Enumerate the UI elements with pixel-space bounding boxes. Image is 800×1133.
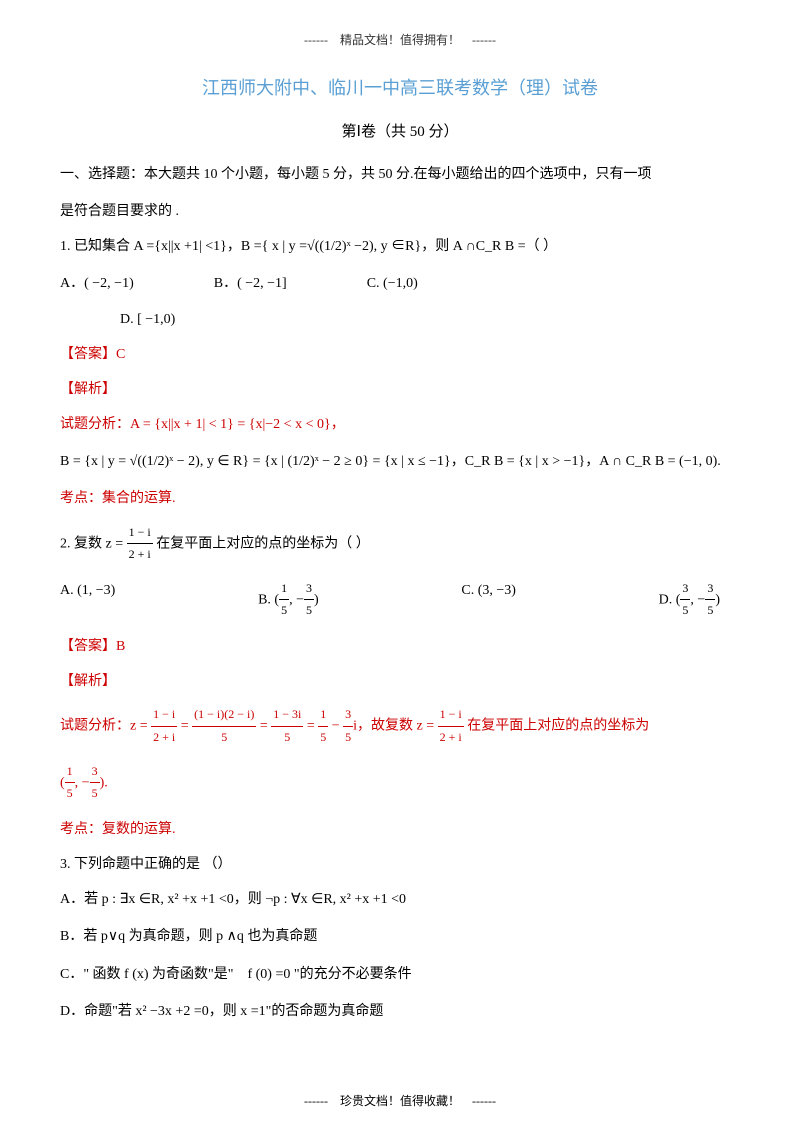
fr5: 35 xyxy=(343,704,353,748)
frac-1-5a: 15 xyxy=(279,578,289,622)
q2-optD-suffix: ) xyxy=(715,592,720,607)
section-text-1: 一、选择题：本大题共 10 个小题，每小题 5 分，共 50 分.在每小题给出的… xyxy=(60,167,652,182)
q2-prefix: 2. 复数 z = xyxy=(60,536,127,551)
q2-analysis-text: 试题分析：z = 1 − i2 + i = (1 − i)(2 − i)5 = … xyxy=(60,704,740,748)
q2-answer: 【答案】B xyxy=(60,634,740,659)
frac-3-5c: 35 xyxy=(705,578,715,622)
q2a-m2: = xyxy=(256,719,271,734)
q2a-m1: = xyxy=(177,719,192,734)
q2-suffix: 在复平面上对应的点的坐标为（ ） xyxy=(156,536,370,551)
q2r-s: ). xyxy=(100,775,108,790)
q2-optB-prefix: B. ( xyxy=(258,592,279,607)
q2-analysis-label: 【解析】 xyxy=(60,669,740,694)
q2a-sf: 在复平面上对应的点的坐标为 xyxy=(464,719,650,734)
section-header: 一、选择题：本大题共 10 个小题，每小题 5 分，共 50 分.在每小题给出的… xyxy=(60,161,740,189)
q2a-m3: = xyxy=(303,719,318,734)
q2a-m5: i，故复数 z = xyxy=(353,719,438,734)
q1-answer: 【答案】C xyxy=(60,342,740,367)
q2-optC: C. (3, −3) xyxy=(461,578,516,622)
q1-optA: A．( −2, −1) xyxy=(60,271,134,296)
q2-text: 2. 复数 z = 1 − i2 + i 在复平面上对应的点的坐标为（ ） xyxy=(60,522,740,566)
fr6: 1 − i2 + i xyxy=(438,704,464,748)
q3-optD: D．命题"若 x² −3x +2 =0，则 x =1"的否命题为真命题 xyxy=(60,999,740,1024)
q1-analysis-label: 【解析】 xyxy=(60,377,740,402)
exam-title: 江西师大附中、临川一中高三联考数学（理）试卷 xyxy=(60,72,740,104)
q3-optB: B．若 p∨q 为真命题，则 p ∧q 也为真命题 xyxy=(60,924,740,949)
q1-optC: C. (−1,0) xyxy=(367,271,418,296)
header-note: ------ 精品文档！值得拥有！ ------ xyxy=(60,30,740,52)
q2a-m4: − xyxy=(328,719,343,734)
q2-optB: B. (15, −35) xyxy=(258,578,319,622)
frac-3-5a: 35 xyxy=(304,578,314,622)
q3-optA: A．若 p : ∃x ∈R, x² +x +1 <0，则 ¬p : ∀x ∈R,… xyxy=(60,887,740,912)
q3-optC: C．" 函数 f (x) 为奇函数"是" f (0) =0 "的充分不必要条件 xyxy=(60,962,740,987)
q2-optD: D. (35, −35) xyxy=(659,578,720,622)
fr3: 1 − 3i5 xyxy=(271,704,303,748)
q1-options: A．( −2, −1) B．( −2, −1] C. (−1,0) xyxy=(60,271,740,296)
q1-text: 1. 已知集合 A ={x||x +1| <1}，B ={ x | y =√((… xyxy=(60,234,740,259)
fr2: (1 − i)(2 − i)5 xyxy=(192,704,256,748)
q1-optD: D. [ −1,0) xyxy=(60,307,740,332)
q1-analysis-text: 试题分析：A = {x||x + 1| < 1} = {x|−2 < x < 0… xyxy=(60,412,740,437)
fr7: 15 xyxy=(65,761,75,805)
q2-topic: 考点：复数的运算. xyxy=(60,817,740,842)
q2-optD-prefix: D. ( xyxy=(659,592,681,607)
q2-frac: 1 − i2 + i xyxy=(127,522,153,566)
q2-result: (15, −35). xyxy=(60,761,740,805)
frac-3-5b: 35 xyxy=(680,578,690,622)
fr1: 1 − i2 + i xyxy=(151,704,177,748)
fr8: 35 xyxy=(90,761,100,805)
q1-topic: 考点：集合的运算. xyxy=(60,486,740,511)
q2a-p1: 试题分析：z = xyxy=(60,719,151,734)
q2-options: A. (1, −3) B. (15, −35) C. (3, −3) D. (3… xyxy=(60,578,740,622)
section-text-2: 是符合题目要求的 . xyxy=(60,199,740,224)
footer-note: ------ 珍贵文档！值得收藏！ ------ xyxy=(0,1091,800,1113)
q3-text: 3. 下列命题中正确的是 （） xyxy=(60,852,740,877)
q1-formula: B = {x | y = √((1/2)ˣ − 2), y ∈ R} = {x … xyxy=(60,449,740,474)
exam-subtitle: 第Ⅰ卷（共 50 分） xyxy=(60,119,740,146)
q2-optB-suffix: ) xyxy=(314,592,319,607)
fr4: 15 xyxy=(318,704,328,748)
q2-optA: A. (1, −3) xyxy=(60,578,115,622)
q1-optB: B．( −2, −1] xyxy=(214,271,287,296)
